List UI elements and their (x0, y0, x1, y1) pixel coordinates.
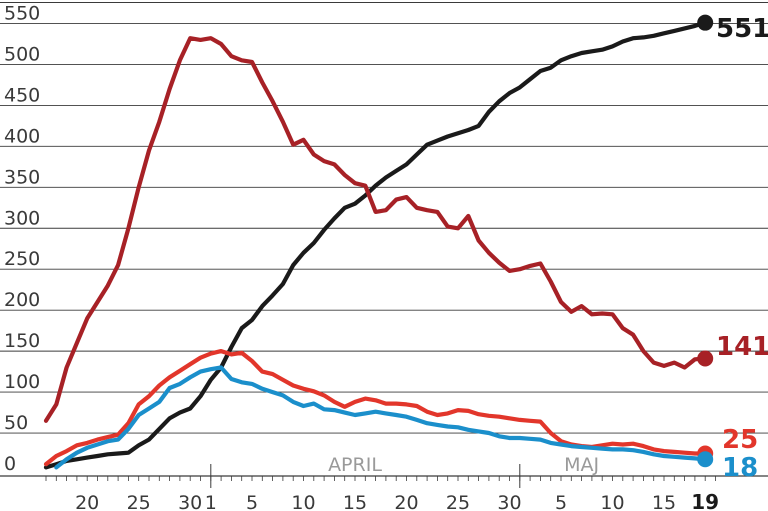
y-axis-labels: 0 50 100 150 200 250 300 350 400 450 500 550 (4, 2, 40, 475)
x-tick-label-2020-04-05: 5 (246, 492, 258, 511)
month-label-maj: MAJ (564, 454, 599, 476)
y-tick-label-0: 0 (4, 453, 16, 475)
month-labels: APRIL MAJ (328, 454, 599, 476)
series-line-1 (43, 36, 708, 423)
y-tick-label-500: 500 (4, 43, 40, 65)
y-tick-label-400: 400 (4, 125, 40, 147)
gridlines (0, 2, 768, 434)
y-tick-label-150: 150 (4, 330, 40, 352)
x-axis (0, 464, 768, 488)
y-tick-label-50: 50 (4, 412, 28, 434)
x-tick-label-2020-03-20: 20 (75, 492, 99, 511)
x-tick-label-2020-03-25: 25 (127, 492, 151, 511)
series-end-dot-3 (697, 451, 714, 468)
x-tick-label-2020-04-01: 1 (205, 492, 217, 511)
x-tick-label-2020-04-15: 15 (343, 492, 367, 511)
y-tick-label-200: 200 (4, 289, 40, 311)
x-tick-label-2020-03-30: 30 (178, 492, 202, 511)
series-end-dot-1 (697, 350, 714, 367)
series-line-3 (54, 365, 708, 470)
series-end-label-2: 25 (722, 425, 758, 455)
y-tick-label-300: 300 (4, 207, 40, 229)
y-tick-label-450: 450 (4, 84, 40, 106)
y-tick-label-350: 350 (4, 166, 40, 188)
series-end-dot-0 (697, 14, 714, 31)
series-end-label-1: 141 (716, 332, 768, 362)
x-tick-label-2020-05-10: 10 (600, 492, 624, 511)
series-end-label-3: 18 (722, 453, 758, 483)
x-tick-label-2020-04-10: 10 (291, 492, 315, 511)
x-tick-label-2020-05-15: 15 (652, 492, 676, 511)
x-tick-label-2020-04-25: 25 (446, 492, 470, 511)
y-tick-label-250: 250 (4, 248, 40, 270)
y-tick-label-100: 100 (4, 371, 40, 393)
x-tick-label-2020-04-30: 30 (497, 492, 521, 511)
x-tick-label-2020-05-05: 5 (555, 492, 567, 511)
x-tick-label-2020-04-20: 20 (394, 492, 418, 511)
y-tick-label-550: 550 (4, 2, 40, 24)
series-end-label-0: 551 (716, 14, 768, 44)
x-tick-label-2020-05-19: 19 (691, 490, 719, 511)
series-line-0 (43, 20, 708, 470)
x-axis-labels: 20 25 30 1 5 10 15 20 25 30 5 10 15 19 (75, 490, 719, 511)
month-label-april: APRIL (328, 454, 382, 476)
series-lines (43, 20, 708, 470)
